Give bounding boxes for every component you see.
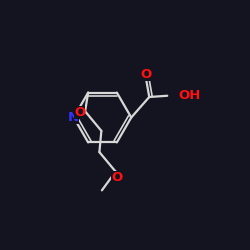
- Text: O: O: [111, 170, 122, 183]
- Text: O: O: [74, 106, 85, 119]
- Text: OH: OH: [178, 89, 201, 102]
- Text: O: O: [140, 68, 152, 81]
- Text: N: N: [68, 111, 79, 124]
